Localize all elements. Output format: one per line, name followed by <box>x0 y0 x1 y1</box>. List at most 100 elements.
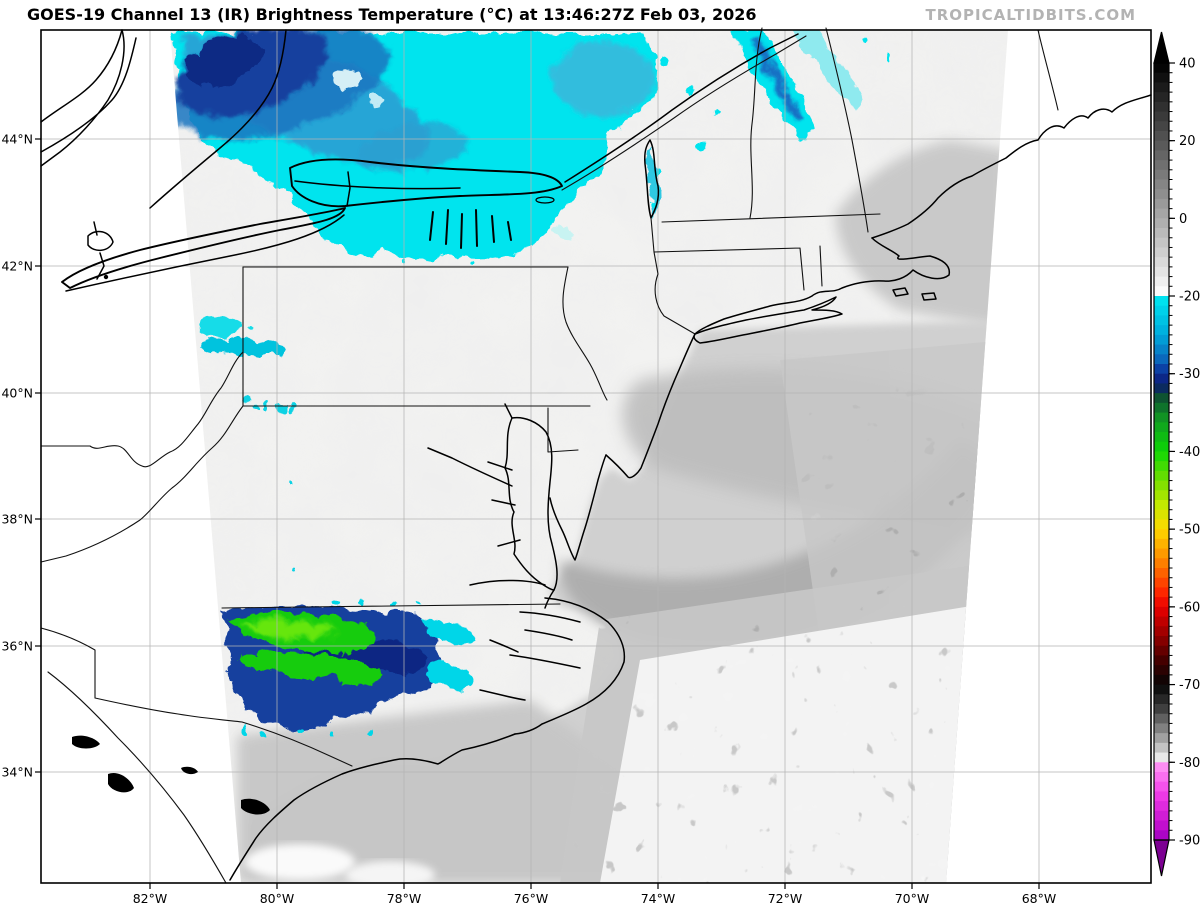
colorbar-cell <box>1154 189 1169 200</box>
blob-bright-green-streak <box>238 617 332 636</box>
satellite-imagery <box>170 30 1008 883</box>
lon-tick-label: 82°W <box>133 891 168 906</box>
colorbar-cell <box>1154 733 1169 744</box>
me-canada-border <box>1037 29 1059 111</box>
colorbar-cell <box>1154 577 1169 589</box>
colorbar-cell <box>1154 208 1169 219</box>
colorbar-cell <box>1154 286 1169 297</box>
snow-band-streak-core <box>748 34 800 120</box>
colorbar-tick-label: -90 <box>1179 834 1200 849</box>
colorbar-cell <box>1154 616 1169 627</box>
colorbar-cell <box>1154 72 1169 84</box>
colorbar-cell <box>1154 432 1169 443</box>
colorbar-cell <box>1154 645 1169 657</box>
cyan-speck <box>286 478 290 482</box>
colorbar-cell <box>1154 597 1169 608</box>
colorbar-cell <box>1154 315 1169 326</box>
colorbar-cell <box>1154 169 1169 181</box>
colorbar-cell <box>1154 655 1169 666</box>
colorbar-cell <box>1154 441 1169 453</box>
warm-hole <box>548 224 572 236</box>
colorbar-cell <box>1154 781 1169 793</box>
colorbar-tick-label: -50 <box>1179 523 1200 538</box>
watermark: TROPICALTIDBITS.COM <box>926 6 1137 24</box>
colorbar-cell <box>1154 684 1169 695</box>
lake-ontario-outline <box>289 158 563 208</box>
va-nc-border <box>221 603 561 609</box>
colorbar-cell <box>1154 636 1169 647</box>
lat-tick-label: 44°N <box>1 132 33 147</box>
cyan-speck <box>413 597 417 601</box>
snow-band-streak-light <box>788 30 859 105</box>
map-frame <box>40 29 1152 884</box>
ontario-peninsula-line <box>149 29 287 209</box>
colorbar-cell <box>1154 519 1169 530</box>
colorbar-cell <box>1154 130 1169 142</box>
colorbar-tick-label: -60 <box>1179 600 1200 615</box>
lon-tick-label: 68°W <box>1022 891 1057 906</box>
cyan-speck <box>362 725 368 731</box>
cyan-speck <box>237 393 245 401</box>
ohio-river <box>40 351 244 468</box>
colorbar-cell <box>1154 257 1169 268</box>
st-lawrence-river <box>564 33 799 183</box>
delaware-bay-and-delmarva-coast <box>549 454 607 561</box>
colorbar-cell <box>1154 500 1169 511</box>
chesapeake-bay-outline <box>504 416 558 591</box>
colorbar-cell <box>1154 305 1169 317</box>
colorbar-under-arrow <box>1153 839 1170 877</box>
colorbar-cell <box>1154 470 1169 482</box>
marthas-vineyard <box>892 287 909 297</box>
small-cold-cloud-patches <box>194 312 295 569</box>
lake-st-clair <box>87 221 114 280</box>
colorbar-cell <box>1154 92 1169 103</box>
pamlico-sound <box>479 639 581 701</box>
lon-tick-label: 72°W <box>768 891 803 906</box>
cyan-speck <box>857 33 863 39</box>
colorbar-cell <box>1154 830 1169 841</box>
cyan-speck <box>709 105 715 111</box>
cyan-speck <box>881 51 887 57</box>
colorbar-cell <box>1154 538 1169 550</box>
colorbar-cell <box>1154 674 1169 686</box>
colorbar-cell <box>1154 140 1169 151</box>
cyan-speck <box>330 597 336 603</box>
low-cumulus-white-patch <box>345 861 435 883</box>
blob-cyan-fringe <box>424 660 471 688</box>
colorbar-cell <box>1154 334 1169 346</box>
colorbar-cell <box>1154 276 1169 287</box>
colorbar-cell <box>1154 461 1169 472</box>
colorbar-cell <box>1154 694 1169 705</box>
colorbar-cell <box>1154 704 1169 715</box>
colorbar-cell <box>1154 237 1169 249</box>
us-canada-border <box>561 35 807 191</box>
colorbar-cell <box>1154 665 1169 676</box>
colorbar-cell <box>1154 480 1169 491</box>
deep-cold-cloud-blob <box>222 595 471 736</box>
colorbar-cell <box>1154 762 1169 773</box>
gulf-stream-cloud-edge <box>559 440 1008 648</box>
cyan-speck <box>291 565 295 569</box>
lon-tick-label: 70°W <box>895 891 930 906</box>
colorbar-cell <box>1154 325 1169 336</box>
cyan-speck <box>353 595 359 601</box>
albemarle-sound <box>519 611 581 641</box>
geography-outlines <box>40 27 1152 884</box>
nh-me-border <box>825 27 869 233</box>
medium-blue-band-south <box>355 121 465 169</box>
colorbar-tick-label: -80 <box>1179 756 1200 771</box>
cyan-speck <box>387 598 393 604</box>
carolina-lakes <box>72 735 270 815</box>
pelee-island <box>103 274 109 280</box>
lon-tick-label: 80°W <box>260 891 295 906</box>
colorbar-cell <box>1154 810 1169 822</box>
colorbar-cell <box>1154 490 1169 501</box>
maine-coastline <box>871 94 1152 239</box>
ga-sc-border-savannah-river <box>47 671 227 884</box>
lat-tick-label: 34°N <box>1 765 33 780</box>
cyan-speck <box>297 724 303 730</box>
axes-ticks-and-labels: 44°N 42°N 40°N 38°N 36°N 34°N 82°W 80°W 78°W 76°W… <box>1 132 1056 906</box>
champlain-cyan-sliver <box>645 144 657 216</box>
